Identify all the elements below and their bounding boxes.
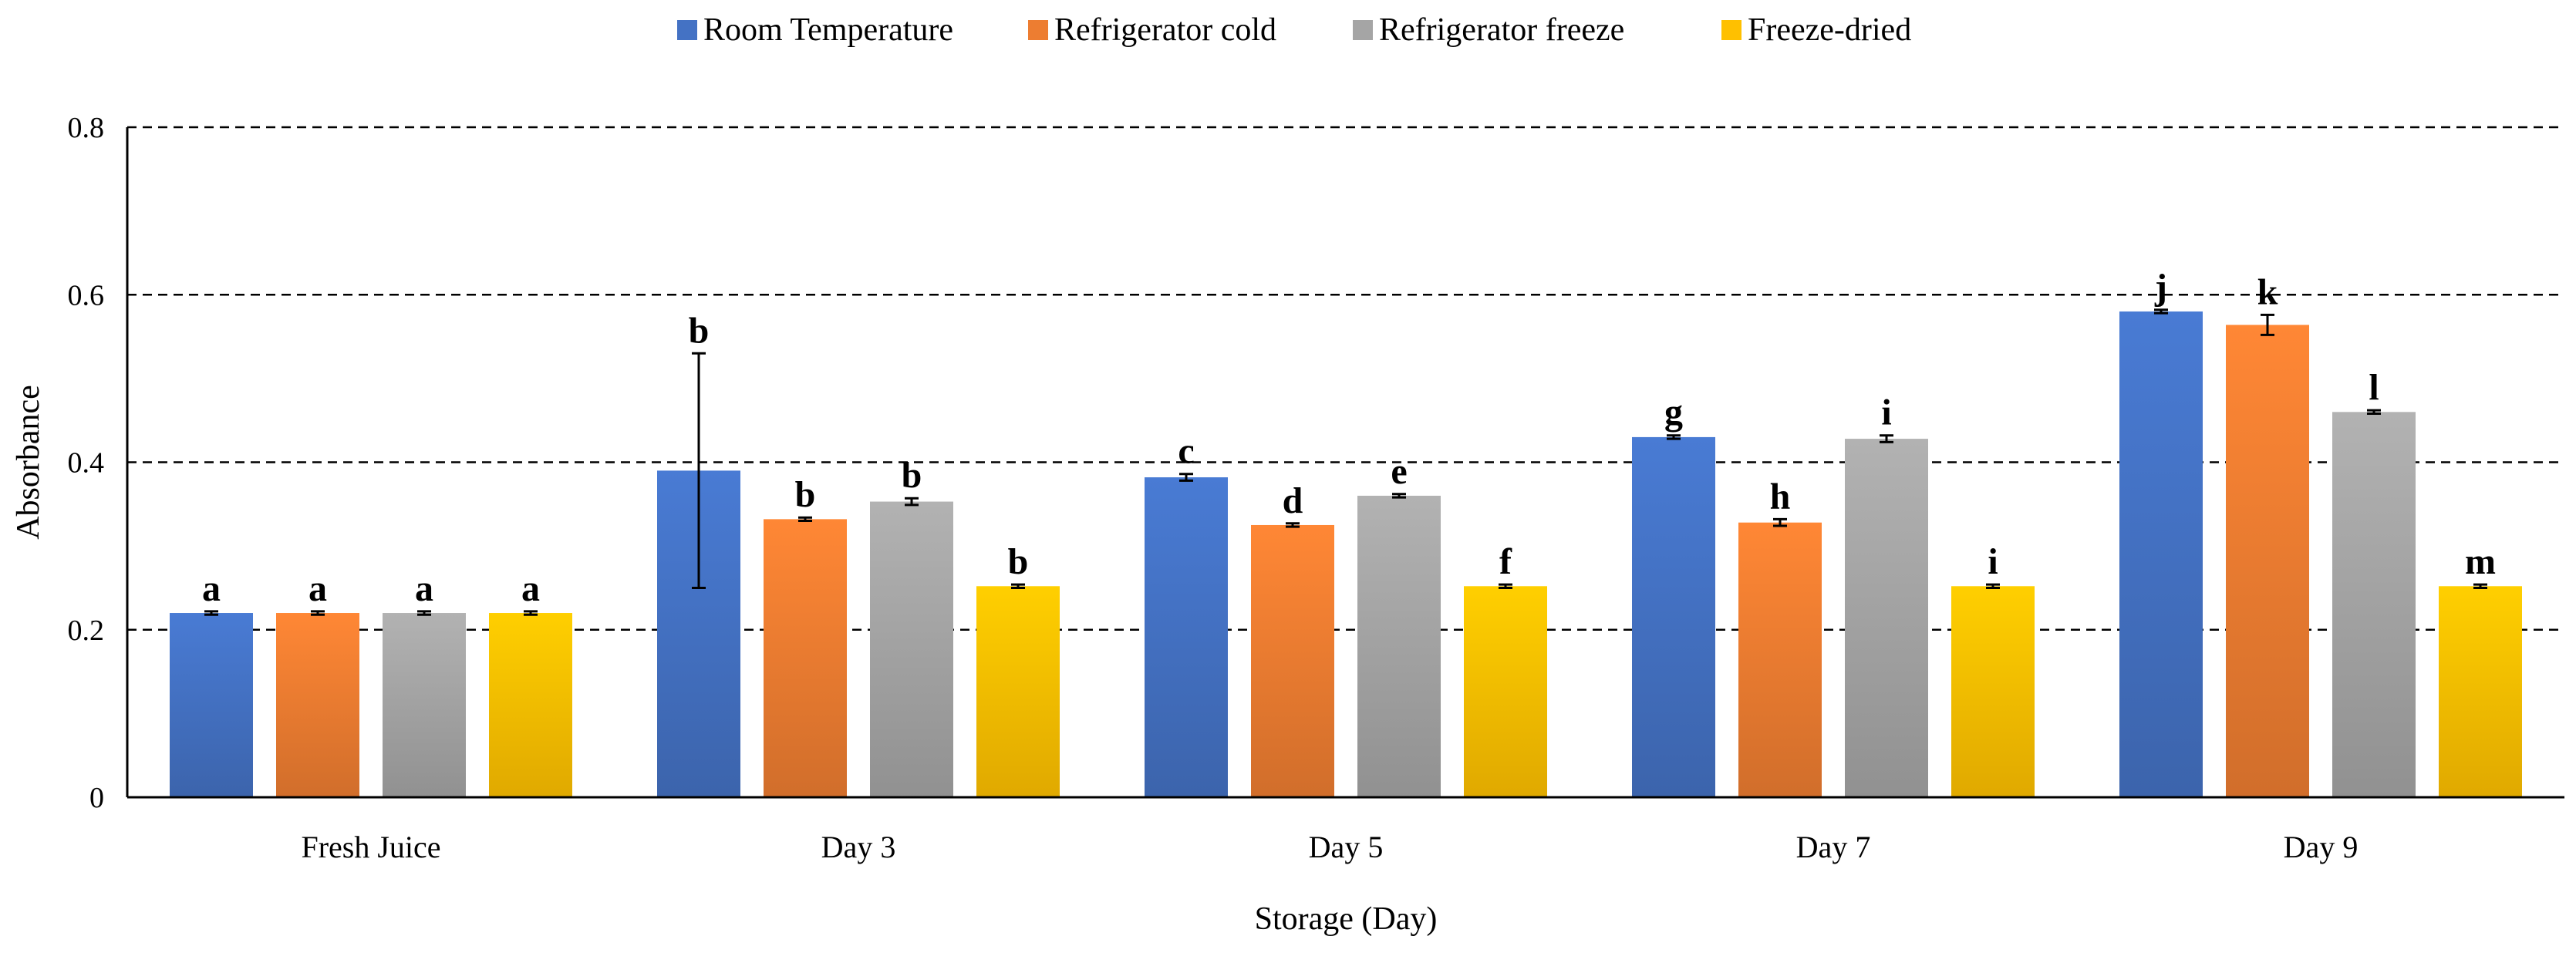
significance-label: i bbox=[1988, 541, 1998, 582]
error-bars bbox=[204, 308, 2487, 616]
bar-freeze-dried-day-7 bbox=[1951, 586, 2035, 797]
y-tick-label: 0.4 bbox=[68, 447, 105, 480]
legend: Room Temperature Refrigerator cold Refrige… bbox=[677, 12, 1911, 48]
significance-label: e bbox=[1391, 451, 1407, 492]
legend-swatch bbox=[1353, 20, 1373, 40]
y-tick-label: 0.6 bbox=[68, 279, 105, 311]
legend-label: Refrigerator freeze bbox=[1379, 12, 1624, 48]
legend-label: Room Temperature bbox=[703, 12, 953, 48]
bar-refrigerator-freeze-day-9 bbox=[2332, 412, 2416, 797]
significance-label: j bbox=[2154, 267, 2167, 308]
significance-label: h bbox=[1770, 476, 1791, 517]
bar-refrigerator-cold-fresh-juice bbox=[276, 613, 359, 797]
significance-label: b bbox=[1008, 541, 1029, 582]
bar-refrigerator-cold-day-7 bbox=[1738, 522, 1822, 797]
significance-labels: a a a a b b b b c d e f g h i i j k l m bbox=[202, 267, 2496, 609]
legend-label: Freeze-dried bbox=[1748, 12, 1911, 48]
bar-freeze-dried-day-5 bbox=[1464, 586, 1547, 797]
bar-refrigerator-cold-day-9 bbox=[2226, 325, 2309, 798]
significance-label: a bbox=[202, 568, 221, 609]
y-axis-title: Absorbance bbox=[11, 385, 46, 540]
legend-swatch bbox=[1721, 20, 1741, 40]
x-axis-title: Storage (Day) bbox=[1255, 901, 1438, 937]
bar-refrigerator-freeze-day-7 bbox=[1845, 439, 1928, 797]
significance-label: b bbox=[689, 310, 710, 351]
significance-label: b bbox=[795, 474, 816, 515]
bar-room-temperature-day-5 bbox=[1145, 477, 1228, 797]
bar-room-temperature-day-7 bbox=[1632, 436, 1715, 797]
significance-label: b bbox=[902, 455, 922, 496]
significance-label: f bbox=[1499, 541, 1512, 582]
significance-label: d bbox=[1283, 480, 1303, 521]
significance-label: m bbox=[2465, 541, 2496, 582]
x-tick-label: Day 3 bbox=[821, 830, 896, 864]
bar-room-temperature-fresh-juice bbox=[170, 613, 253, 797]
bar-freeze-dried-day-9 bbox=[2439, 586, 2522, 797]
x-tick-label: Day 7 bbox=[1796, 830, 1871, 864]
bar-room-temperature-day-9 bbox=[2119, 311, 2203, 798]
bar-refrigerator-freeze-fresh-juice bbox=[383, 613, 466, 797]
x-tick-label: Day 9 bbox=[2284, 830, 2359, 864]
significance-label: a bbox=[415, 568, 433, 609]
significance-label: a bbox=[309, 568, 327, 609]
x-tick-label: Fresh Juice bbox=[301, 830, 440, 864]
significance-label: k bbox=[2257, 271, 2278, 312]
legend-swatch bbox=[677, 20, 697, 40]
significance-label: c bbox=[1178, 431, 1194, 472]
significance-label: g bbox=[1664, 392, 1683, 433]
bar-refrigerator-freeze-day-5 bbox=[1357, 495, 1441, 797]
bar-freeze-dried-day-3 bbox=[976, 586, 1060, 797]
legend-label: Refrigerator cold bbox=[1054, 12, 1276, 48]
significance-label: a bbox=[521, 568, 540, 609]
y-tick-label: 0 bbox=[89, 782, 104, 814]
significance-label: i bbox=[1881, 392, 1891, 433]
x-tick-label: Day 5 bbox=[1309, 830, 1384, 864]
bar-refrigerator-cold-day-3 bbox=[764, 519, 847, 797]
y-axis-ticks: 0 0.2 0.4 0.6 0.8 bbox=[68, 112, 105, 814]
bar-refrigerator-freeze-day-3 bbox=[870, 501, 953, 797]
y-tick-label: 0.2 bbox=[68, 615, 105, 647]
x-axis-categories: Fresh Juice Day 3 Day 5 Day 7 Day 9 bbox=[301, 830, 2358, 864]
bar-refrigerator-cold-day-5 bbox=[1251, 524, 1334, 797]
legend-swatch bbox=[1028, 20, 1048, 40]
y-tick-label: 0.8 bbox=[68, 112, 105, 144]
significance-label: l bbox=[2369, 367, 2379, 408]
bars bbox=[170, 311, 2522, 798]
bar-freeze-dried-fresh-juice bbox=[489, 613, 572, 797]
